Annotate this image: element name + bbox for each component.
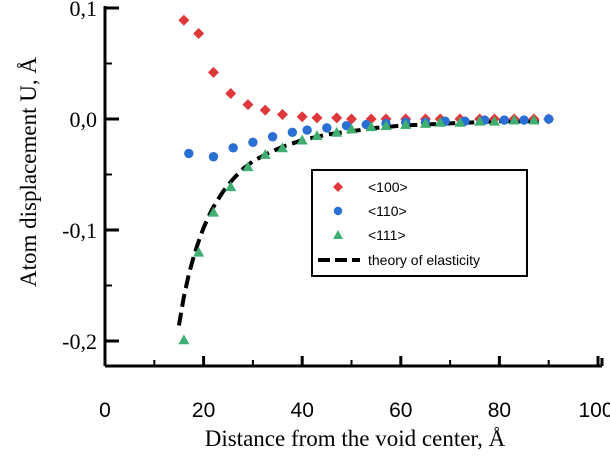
data-point-triangle bbox=[434, 116, 446, 127]
data-point-diamond bbox=[207, 66, 219, 78]
data-point-diamond bbox=[331, 112, 343, 124]
y-tick-label: 0,1 bbox=[70, 0, 98, 21]
data-point-triangle bbox=[419, 117, 431, 128]
data-point-triangle bbox=[488, 115, 500, 126]
data-point-circle bbox=[287, 127, 298, 138]
data-point-triangle bbox=[508, 114, 520, 125]
legend-label: <111> bbox=[368, 227, 406, 243]
data-point-diamond bbox=[178, 14, 190, 26]
data-point-diamond bbox=[259, 104, 271, 116]
legend-marker-circle bbox=[333, 206, 343, 216]
legend-marker-diamond bbox=[333, 182, 343, 192]
data-point-triangle bbox=[296, 134, 308, 145]
data-point-diamond bbox=[296, 111, 308, 123]
data-point-circle bbox=[544, 114, 554, 124]
data-point-triangle bbox=[259, 149, 271, 159]
data-point-circle bbox=[519, 115, 529, 125]
x-tick-label: 100 bbox=[578, 399, 610, 422]
legend-label: <100> bbox=[368, 179, 408, 195]
x-tick-label: 60 bbox=[389, 399, 412, 422]
data-marks bbox=[176, 14, 555, 345]
data-point-triangle bbox=[400, 119, 412, 129]
x-tick-label: 80 bbox=[488, 399, 511, 422]
legend: <100> <110> <111> theory of elasticity bbox=[311, 169, 528, 277]
x-axis-label: Distance from the void center, Å bbox=[205, 426, 506, 451]
legend-box bbox=[311, 169, 528, 277]
y-tick-label: -0,1 bbox=[62, 218, 97, 243]
data-point-triangle bbox=[276, 142, 288, 153]
data-point-circle bbox=[248, 137, 258, 148]
data-point-triangle bbox=[380, 120, 392, 131]
data-point-triangle bbox=[193, 246, 205, 257]
data-point-circle bbox=[184, 148, 194, 159]
x-tick-label: 0 bbox=[99, 399, 111, 422]
data-point-diamond bbox=[225, 87, 237, 99]
data-point-diamond bbox=[242, 99, 254, 111]
data-point-circle bbox=[322, 123, 332, 133]
data-point-triangle bbox=[207, 206, 219, 217]
data-point-triangle bbox=[311, 130, 323, 141]
data-point-circle bbox=[267, 132, 278, 142]
data-point-triangle bbox=[528, 114, 540, 125]
data-point-triangle bbox=[178, 334, 190, 345]
x-tick-label: 20 bbox=[192, 399, 215, 422]
data-point-circle bbox=[341, 120, 352, 131]
data-point-diamond bbox=[311, 112, 323, 124]
data-point-triangle bbox=[331, 126, 343, 137]
data-point-triangle bbox=[365, 121, 377, 132]
data-point-circle bbox=[228, 143, 238, 153]
y-axis-label: Atom displacement U, Å bbox=[16, 57, 41, 287]
data-point-triangle bbox=[454, 116, 466, 127]
data-point-diamond bbox=[276, 109, 288, 121]
y-tick-label: 0,0 bbox=[70, 107, 98, 132]
data-point-triangle bbox=[474, 115, 486, 126]
data-point-circle bbox=[208, 152, 219, 162]
series-line-theory-of-elasticity bbox=[176, 119, 539, 326]
data-point-circle bbox=[499, 115, 510, 125]
data-point-triangle bbox=[225, 181, 237, 192]
data-point-circle bbox=[302, 125, 312, 135]
legend-label: <110> bbox=[368, 203, 407, 219]
legend-marker-triangle bbox=[333, 230, 343, 239]
y-tick-label: -0,2 bbox=[62, 329, 97, 354]
data-point-diamond bbox=[193, 28, 205, 40]
legend-label: theory of elasticity bbox=[368, 252, 480, 268]
data-point-triangle bbox=[242, 161, 254, 172]
data-point-triangle bbox=[346, 123, 357, 134]
axes: 0,1 0,0 -0,1 -0,2 0 20 40 60 80 100 bbox=[62, 0, 610, 422]
x-tick-label: 40 bbox=[291, 399, 314, 422]
